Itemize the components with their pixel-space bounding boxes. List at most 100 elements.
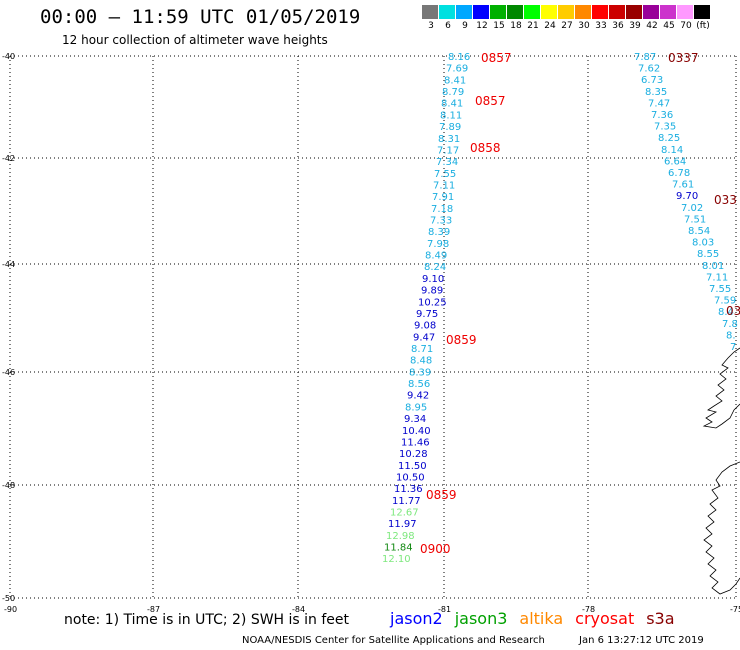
colorbar-tick-label: 70	[680, 21, 692, 31]
wave-height-obs: 7.69	[446, 64, 468, 75]
wave-height-obs: 8.31	[438, 134, 460, 145]
wave-height-obs: 12.67	[390, 508, 419, 519]
wave-height-obs: 11.77	[392, 496, 421, 507]
wave-height-obs: 7.33	[430, 216, 452, 227]
wave-height-obs: 7.89	[439, 122, 461, 133]
colorbar-swatch	[575, 5, 592, 19]
colorbar-tick-label: 12	[476, 21, 488, 31]
footer-timestamp: Jan 6 13:27:12 UTC 2019	[579, 635, 704, 646]
wave-height-obs: 8.95	[405, 402, 427, 413]
pass-time-label: 03	[726, 304, 740, 318]
colorbar-tick-label: 27	[561, 21, 573, 31]
colorbar-tick-label: 18	[510, 21, 522, 31]
wave-height-obs: 7.51	[684, 214, 706, 225]
wave-height-obs: 6.78	[668, 168, 690, 179]
pass-time-label: 0859	[426, 488, 457, 502]
satellite-legend: jason2 jason3 altika cryosat s3a	[390, 609, 675, 628]
satellite-legend-entry: s3a	[646, 609, 675, 628]
wave-height-obs: 8.16	[448, 52, 470, 63]
wave-height-obs: 9.75	[416, 309, 438, 320]
track-west: 8.167.698.418.798.418.117.898.317.177.34…	[382, 52, 470, 565]
colorbar-swatch	[422, 5, 439, 19]
colorbar-tick-label: 30	[578, 21, 590, 31]
pass-time-label: 0900	[420, 542, 451, 556]
lon-label: -75	[730, 605, 740, 614]
wave-height-obs: 6.73	[641, 75, 663, 86]
colorbar-swatch	[558, 5, 575, 19]
colorbar-swatch	[626, 5, 643, 19]
pass-time-label: 0857	[481, 51, 512, 65]
wave-height-obs: 9.34	[404, 414, 426, 425]
wave-height-obs: 8.01	[702, 261, 724, 272]
wave-height-obs: 11.84	[384, 543, 413, 554]
wave-height-obs: 7	[730, 342, 736, 353]
wave-height-obs: 7.8	[722, 319, 738, 330]
wave-height-obs: 7.87	[634, 52, 656, 63]
wave-height-obs: 8.14	[661, 145, 683, 156]
colorbar-swatch	[694, 5, 711, 19]
wave-height-obs: 10.28	[399, 449, 428, 460]
wave-height-obs: 11.97	[388, 519, 417, 530]
pass-time-label: 033	[714, 193, 737, 207]
wave-height-obs: 8.79	[442, 87, 464, 98]
wave-height-obs: 8.24	[424, 262, 446, 273]
wave-height-obs: 8.03	[692, 238, 714, 249]
lat-label: -42	[2, 154, 15, 163]
colorbar-swatch	[456, 5, 473, 19]
colorbar-tick-label: 36	[612, 21, 624, 31]
colorbar-swatch	[609, 5, 626, 19]
colorbar-tick-label: 6	[445, 21, 451, 31]
wave-height-obs: 8.48	[410, 356, 432, 367]
wave-height-obs: 9.10	[422, 274, 444, 285]
page-title: 00:00 – 11:59 UTC 01/05/2019	[40, 6, 361, 28]
satellite-legend-entry: cryosat	[575, 609, 635, 628]
wave-height-obs: 8.39	[409, 367, 431, 378]
lat-label: -50	[2, 594, 15, 603]
lon-label: -84	[292, 605, 305, 614]
wave-height-obs: 7.11	[706, 272, 728, 283]
wave-height-obs: 6.64	[664, 156, 686, 167]
wave-height-obs: 11.50	[398, 461, 427, 472]
satellite-legend-entry: jason3	[454, 609, 508, 628]
wave-height-obs: 7.35	[654, 122, 676, 133]
page-subtitle: 12 hour collection of altimeter wave hei…	[62, 33, 328, 47]
pass-time-label: 0858	[470, 141, 501, 155]
wave-height-obs: 8.71	[411, 344, 433, 355]
wave-height-obs: 7.91	[432, 192, 454, 203]
lon-label: -87	[147, 605, 160, 614]
colorbar-tick-label: 33	[595, 21, 607, 31]
wave-height-obs: 7.11	[433, 180, 455, 191]
colorbar-swatch	[473, 5, 490, 19]
wave-height-obs: 8.25	[658, 133, 680, 144]
colorbar-tick-label: (ft)	[696, 21, 710, 31]
wave-height-obs: 7.34	[436, 157, 458, 168]
wave-height-obs: 10.40	[402, 426, 431, 437]
colorbar-tick-label: 39	[629, 21, 641, 31]
pass-time-label: 0857	[475, 94, 506, 108]
wave-height-obs: 8.55	[697, 249, 719, 260]
footer-credit: NOAA/NESDIS Center for Satellite Applica…	[242, 635, 545, 646]
colorbar-tick-label: 9	[462, 21, 468, 31]
pass-time-label: 0337	[668, 51, 699, 65]
lon-label: -78	[582, 605, 595, 614]
wave-height-obs: 7.55	[434, 169, 456, 180]
map-grid: -40 -42 -44 -46 -48 -50 -90 -87 -84 -81 -78 -75	[2, 52, 740, 614]
colorbar-swatch	[507, 5, 524, 19]
wave-height-obs: 8.11	[440, 110, 462, 121]
wave-height-obs: 7.61	[672, 180, 694, 191]
wave-height-obs: 8.	[726, 330, 736, 341]
wave-height-obs: 7.59	[714, 296, 736, 307]
lat-label: -46	[2, 368, 15, 377]
colorbar-swatch	[643, 5, 660, 19]
wave-height-obs: 12.98	[386, 531, 415, 542]
colorbar-tick-label: 3	[428, 21, 434, 31]
pass-time-label: 0859	[446, 333, 477, 347]
wave-height-obs: 9.70	[676, 191, 698, 202]
colorbar-tick-label: 24	[544, 21, 556, 31]
satellite-legend-entry: altika	[519, 609, 564, 628]
wave-height-obs: 7.55	[709, 284, 731, 295]
colorbar-swatch	[490, 5, 507, 19]
wave-height-obs: 7.62	[638, 64, 660, 75]
wave-height-obs: 8.54	[688, 226, 710, 237]
